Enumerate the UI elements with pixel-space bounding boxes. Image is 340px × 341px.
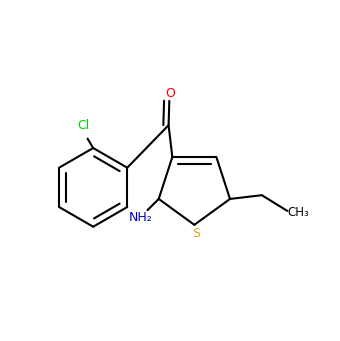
Text: S: S	[192, 226, 200, 240]
Text: NH₂: NH₂	[129, 211, 153, 224]
Text: Cl: Cl	[78, 119, 90, 132]
Text: CH₃: CH₃	[288, 206, 309, 219]
Text: O: O	[165, 87, 175, 100]
